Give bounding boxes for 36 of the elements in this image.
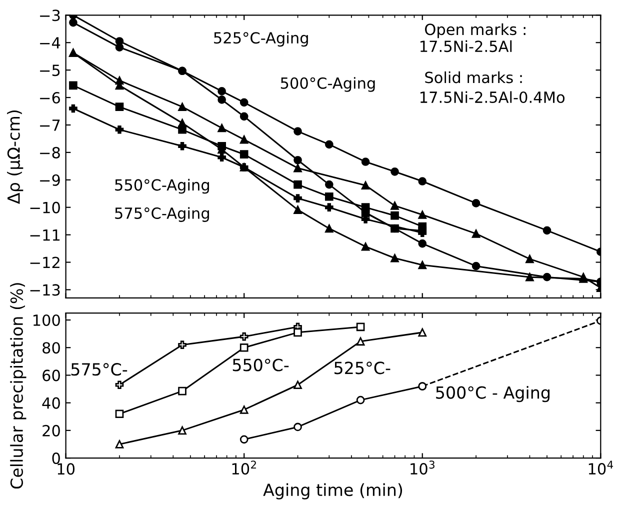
- x-tick-label: 10$^{4}$: [588, 460, 614, 475]
- annotation: 17.5Ni-2.5Al: [420, 40, 512, 52]
- y-tick-label: 0: [52, 452, 60, 464]
- y-axis-title: Δρ (μΩ-cm): [7, 110, 24, 204]
- x-tick-label: 10: [58, 463, 75, 475]
- y-tick-label: −7: [40, 120, 60, 131]
- y-tick-label: −11: [30, 229, 60, 241]
- annotation: 575°C-Aging: [115, 207, 209, 222]
- y-axis-title: Cellular precipitation (%): [10, 283, 26, 489]
- series-label: 575°C-: [71, 363, 128, 376]
- y-tick-label: 80: [42, 342, 60, 354]
- y-tick-label: −9: [40, 174, 60, 186]
- series-label: 500°C - Aging: [436, 386, 550, 402]
- y-tick-label: −6: [40, 92, 60, 104]
- y-tick-label: 100: [33, 314, 60, 326]
- annotation: 550°C-Aging: [115, 178, 209, 194]
- series-label: 550°C-: [232, 358, 289, 372]
- y-tick-label: 40: [42, 397, 60, 409]
- y-tick-label: −13: [30, 284, 60, 296]
- y-tick-label: −5: [40, 64, 60, 76]
- y-tick-label: −4: [40, 37, 60, 48]
- y-tick-label: 60: [42, 370, 60, 382]
- y-tick-label: −12: [30, 256, 60, 268]
- y-tick-label: −3: [40, 10, 60, 22]
- series-label: 525°C-: [334, 362, 390, 374]
- annotation: Open marks :: [425, 23, 526, 38]
- annotation: 17.5Ni-2.5Al-0.4Mo: [420, 91, 565, 104]
- y-tick-label: −10: [30, 202, 60, 214]
- y-tick-label: 20: [42, 424, 60, 436]
- annotation: Solid marks :: [425, 71, 522, 84]
- x-tick-label: 10$^{3}$: [410, 460, 434, 475]
- annotation: 500°C-Aging: [280, 77, 375, 92]
- x-tick-label: 10$^{2}$: [232, 460, 256, 475]
- y-tick-label: −8: [40, 146, 60, 158]
- x-axis-title: Aging time (min): [263, 483, 402, 500]
- annotation: 525°C-Aging: [214, 32, 308, 47]
